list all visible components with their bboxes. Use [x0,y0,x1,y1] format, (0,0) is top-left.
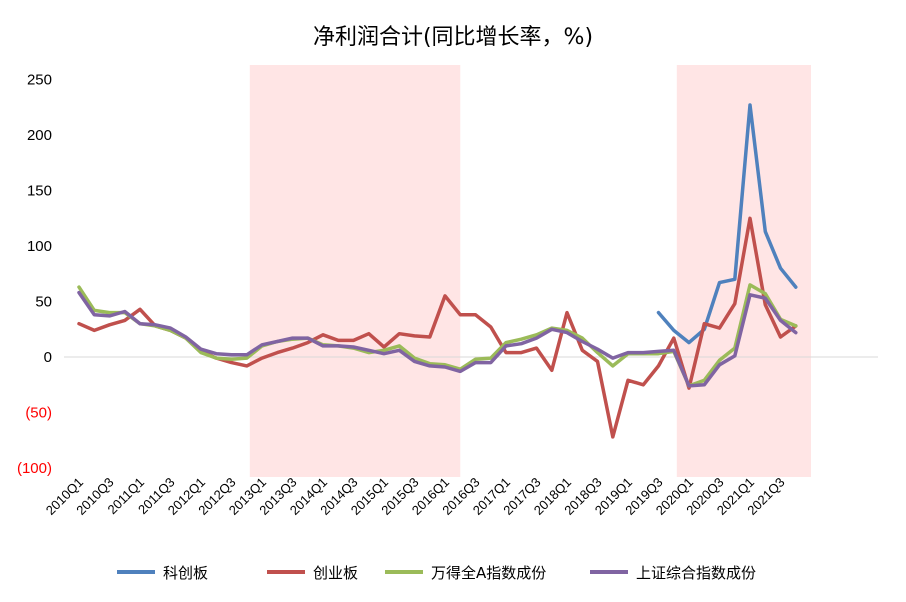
series-line-1 [656,103,798,345]
legend-label: 创业板 [313,564,358,582]
shaded-region-2 [676,65,811,477]
y-tick-label: (50) [25,405,52,422]
y-tick-label: 50 [35,294,52,311]
y-tick-label: 250 [27,72,52,89]
y-tick-label: (100) [17,460,52,477]
y-tick-label: 0 [44,349,52,366]
legend-label: 科创板 [163,564,208,582]
legend: 科创板 创业板 万得全A指数成份 上证综合指数成份 [117,564,756,582]
y-tick-label: 150 [27,183,52,200]
legend-label: 上证综合指数成份 [636,564,756,582]
y-tick-label: 200 [27,127,52,144]
series-line-4 [77,290,798,388]
legend-label: 万得全A指数成份 [431,564,546,582]
y-tick-label: 100 [27,238,52,255]
shaded-region-1 [249,65,461,477]
chart-title: 净利润合计(同比增长率，%) [313,25,593,50]
